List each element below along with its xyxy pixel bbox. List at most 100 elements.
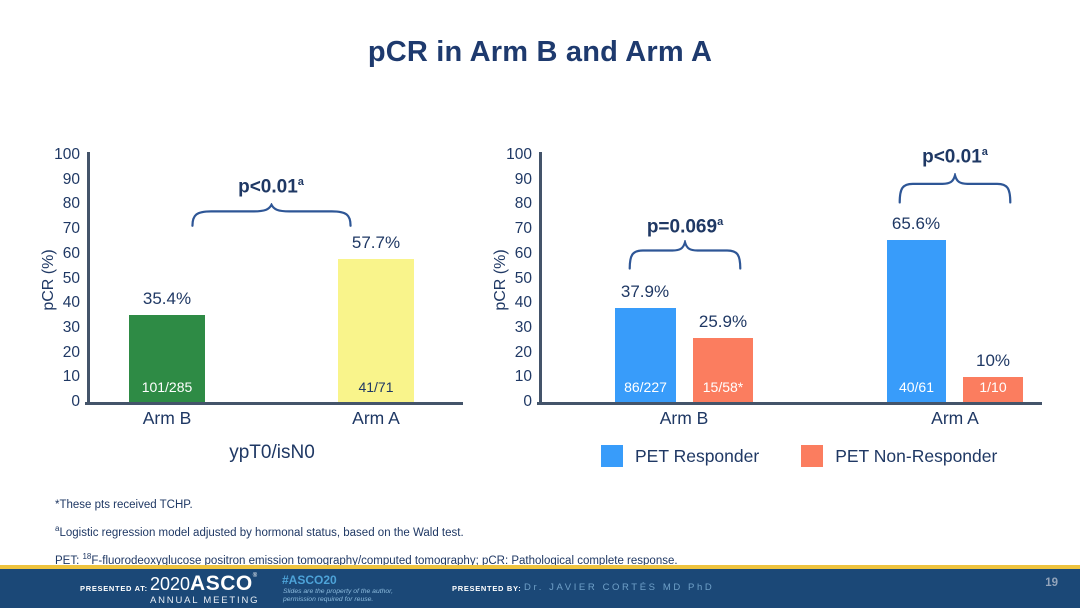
bar-arm-b-pet-responder: 86/227 (615, 308, 676, 402)
y-tick-label: 50 (62, 269, 80, 287)
p-value-annotation: p<0.01a (196, 176, 346, 198)
p-value-superscript: a (297, 176, 304, 188)
y-tick-label: 90 (514, 170, 532, 188)
legend-label: PET Non-Responder (835, 445, 998, 466)
y-axis-label: pCR (%) (492, 249, 509, 311)
p-value-text: p<0.01 (238, 176, 298, 198)
logo-year: 2020 (150, 574, 191, 594)
y-tick-label: 30 (514, 318, 532, 336)
y-tick-label: 70 (62, 220, 80, 238)
presented-at-label: PRESENTED AT: (80, 584, 148, 593)
bar-arm-a: 41/71 (338, 259, 414, 402)
footnotes: *These pts received TCHP. aLogistic regr… (55, 494, 678, 573)
y-tick-label: 30 (62, 318, 80, 336)
y-tick-label: 90 (62, 170, 80, 188)
reuse-tagline: Slides are the property of the author, p… (283, 588, 393, 604)
p-value-annotation: p<0.01a (880, 146, 1030, 168)
y-tick-label: 20 (62, 343, 80, 361)
footnote-text: F-fluorodeoxyglucose positron emission t… (91, 554, 678, 567)
gold-divider (0, 565, 1080, 569)
logo-name: ASCO (190, 572, 253, 595)
legend-swatch-orange (801, 445, 824, 467)
footnote-superscript: 18 (82, 551, 92, 561)
y-axis-ticks: 100 90 80 70 60 50 40 30 20 10 0 (30, 146, 80, 410)
x-tick-arm-a: Arm A (931, 408, 979, 428)
y-tick-label: 60 (514, 244, 532, 262)
y-axis-line (87, 152, 90, 402)
bar-arm-b-pet-non-responder: 15/58* (693, 338, 753, 402)
bar-arm-b: 101/285 (129, 314, 205, 402)
bar-value-label: 25.9% (698, 312, 748, 332)
hashtag: #ASCO20 (282, 573, 337, 587)
p-value-superscript: a (717, 216, 724, 228)
bar-value-label: 57.7% (351, 233, 401, 253)
y-tick-label: 10 (62, 368, 80, 386)
y-axis-ticks: 100 90 80 70 60 50 40 30 20 10 0 (490, 146, 532, 410)
y-tick-label: 100 (506, 146, 532, 163)
bar-value-label: 10% (975, 351, 1011, 371)
bar-value-label: 35.4% (142, 288, 192, 308)
presented-by-label: PRESENTED BY: (452, 584, 522, 593)
page-number: 19 (1045, 577, 1058, 589)
bar-count-label: 101/285 (141, 379, 193, 395)
x-axis-line (537, 402, 1042, 405)
y-axis-line (539, 152, 542, 402)
y-tick-label: 50 (514, 269, 532, 287)
legend-label: PET Responder (635, 445, 760, 466)
y-tick-label: 20 (514, 343, 532, 361)
bar-count-label: 15/58* (702, 379, 744, 395)
bar-count-label: 41/71 (358, 379, 394, 395)
legend-item-pet-responder: PET Responder (601, 445, 759, 467)
y-tick-label: 40 (514, 294, 532, 312)
footnote-3: PET: 18F-fluorodeoxyglucose positron emi… (55, 545, 678, 573)
y-tick-label: 0 (523, 393, 532, 410)
y-tick-label: 60 (62, 244, 80, 262)
bar-value-label: 65.6% (891, 213, 941, 233)
p-value-text: p=0.069 (646, 216, 718, 238)
y-tick-label: 40 (62, 294, 80, 312)
bar-count-label: 1/10 (979, 379, 1007, 395)
chart-legend: PET Responder PET Non-Responder (601, 445, 997, 467)
x-tick-arm-a: Arm A (352, 408, 400, 428)
footnote-1: *These pts received TCHP. (55, 494, 678, 517)
y-tick-label: 100 (54, 146, 80, 163)
y-tick-label: 0 (71, 393, 80, 410)
registered-mark-icon: ® (252, 573, 258, 579)
asco-logo-top: 2020ASCO® (150, 573, 259, 594)
slide-title: pCR in Arm B and Arm A (367, 36, 713, 68)
chart-pcr-by-pet-response: 100 90 80 70 60 50 40 30 20 10 0 pCR (%) 86/227 37… (490, 146, 1050, 428)
chart-caption: ypT0/isN0 (229, 442, 315, 463)
y-tick-label: 80 (514, 195, 532, 213)
p-value-text: p<0.01 (922, 146, 982, 168)
logo-subtitle: ANNUAL MEETING (150, 595, 260, 606)
legend-swatch-blue (601, 445, 623, 467)
brace-icon (628, 240, 742, 270)
presenter-name: Dr. JAVIER CORTÉS MD PhD (524, 582, 715, 593)
y-tick-label: 70 (514, 220, 532, 238)
bar-count-label: 86/227 (624, 379, 667, 395)
tagline-line-2: permission required for reuse. (283, 596, 374, 603)
tagline-line-1: Slides are the property of the author, (283, 588, 393, 595)
brace-icon (898, 173, 1012, 204)
footnote-text: PET: (55, 554, 83, 567)
bar-value-label: 37.9% (620, 282, 670, 302)
bar-arm-a-pet-non-responder: 1/10 (963, 377, 1023, 402)
p-value-annotation: p=0.069a (610, 216, 760, 238)
footnote-2: aLogistic regression model adjusted by h… (55, 517, 678, 545)
y-tick-label: 80 (62, 195, 80, 213)
footnote-text: *These pts received TCHP. (55, 499, 193, 511)
x-axis-line (85, 402, 463, 405)
footer-bar: PRESENTED AT: 2020ASCO® ANNUAL MEETING #… (0, 569, 1080, 608)
y-tick-label: 10 (514, 368, 532, 386)
footnote-text: Logistic regression model adjusted by ho… (59, 526, 464, 539)
bar-count-label: 40/61 (898, 379, 935, 395)
legend-item-pet-non-responder: PET Non-Responder (801, 445, 997, 467)
y-axis-label: pCR (%) (40, 249, 57, 311)
footnote-superscript: a (55, 524, 60, 533)
brace-icon (190, 203, 353, 227)
p-value-superscript: a (981, 146, 988, 158)
asco-logo: 2020ASCO® ANNUAL MEETING (150, 573, 259, 606)
bar-arm-a-pet-responder: 40/61 (887, 239, 946, 402)
x-tick-arm-b: Arm B (142, 408, 192, 428)
